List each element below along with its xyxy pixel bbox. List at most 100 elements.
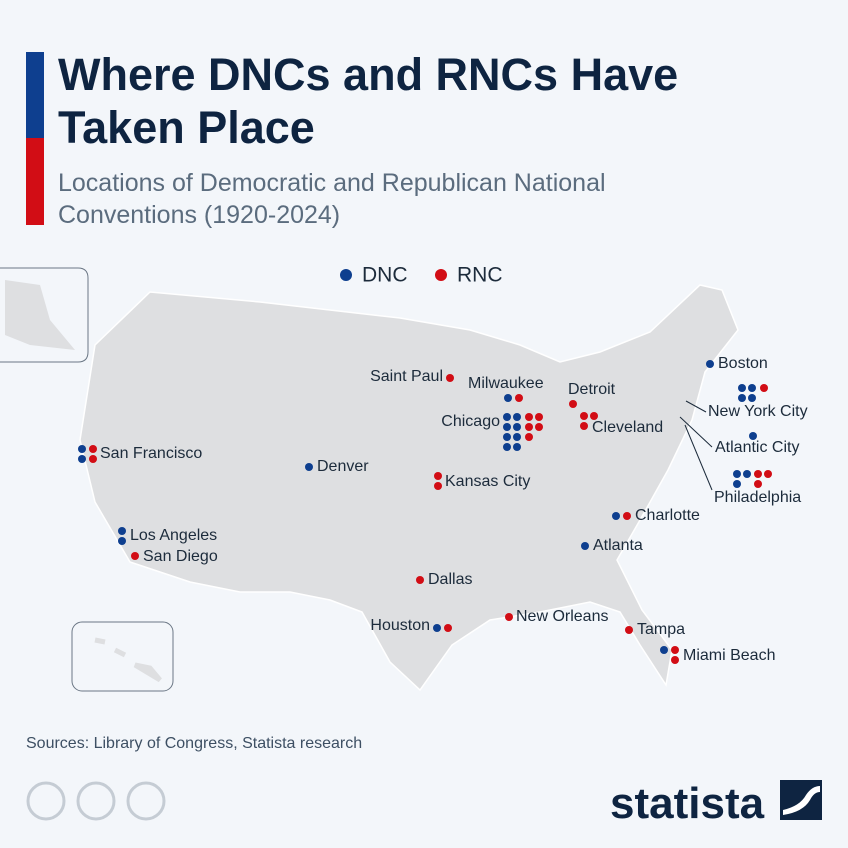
dnc-dot [581,542,589,550]
rnc-dot [89,445,97,453]
dnc-dot [503,423,511,431]
city-label: Cleveland [592,419,663,436]
logo-text: statista [610,779,765,828]
dnc-dot [748,384,756,392]
dnc-dot [513,423,521,431]
rnc-dot [525,433,533,441]
city-label: Miami Beach [683,647,775,664]
hawaii-shape [94,637,162,683]
dnc-dot [513,413,521,421]
leader-line [684,424,713,491]
legend-label: DNC [362,264,408,287]
rnc-dot [580,422,588,430]
dnc-dot [749,432,757,440]
logo-mark [780,780,822,820]
rnc-dot [590,412,598,420]
city-label: Milwaukee [468,375,544,392]
city-label: New York City [708,403,808,420]
rnc-dot [444,624,452,632]
dnc-dot [513,433,521,441]
rnc-dot [525,413,533,421]
rnc-dot [580,412,588,420]
city-label: Detroit [568,381,616,398]
legend-swatch [340,269,352,281]
city-label: San Francisco [100,445,202,462]
dnc-dot [503,413,511,421]
rnc-dot [434,482,442,490]
rnc-dot [434,472,442,480]
cities: Saint Paul Milwaukee Chicago Detroit Clevela… [78,355,808,664]
dnc-dot [513,443,521,451]
dnc-dot [504,394,512,402]
legend: DNC RNC [340,264,503,287]
rnc-dot [625,626,633,634]
subtitle-line-2: Conventions (1920-2024) [58,201,340,229]
rnc-dot [131,552,139,560]
title-line-1: Where DNCs and RNCs Have [58,49,678,100]
city-label: Saint Paul [370,368,443,385]
rnc-dot [505,613,513,621]
dnc-dot [305,463,313,471]
city-label: Dallas [428,571,472,588]
license-icons [26,781,166,821]
city-label: Kansas City [445,473,530,490]
city-label: Los Angeles [130,527,217,544]
city-label: Denver [317,458,369,475]
city-label: Houston [370,617,430,634]
rnc-dot [525,423,533,431]
dnc-dot [660,646,668,654]
dnc-dot [738,384,746,392]
dnc-dot [503,443,511,451]
rnc-dot [623,512,631,520]
city-label: New Orleans [516,608,608,625]
rnc-dot [671,656,679,664]
rnc-dot [754,470,762,478]
accent-bar-blue [26,52,44,138]
alaska-shape [5,280,75,350]
source: Sources: Library of Congress, Statista r… [26,735,362,752]
rnc-dot [535,413,543,421]
dnc-dot [706,360,714,368]
dnc-dot [733,470,741,478]
city-label: Chicago [441,413,500,430]
rnc-dot [89,455,97,463]
alaska-inset [0,267,89,363]
rnc-dot [515,394,523,402]
city-label: Philadelphia [714,489,801,506]
city-label: Charlotte [635,507,700,524]
rnc-dot [446,374,454,382]
dnc-dot [733,480,741,488]
dnc-dot [743,470,751,478]
city-label: Atlantic City [715,439,799,456]
city-label: Boston [718,355,768,372]
dnc-dot [748,394,756,402]
dnc-dot [738,394,746,402]
dnc-dot [78,445,86,453]
leader-line [685,400,707,413]
dnc-dot [433,624,441,632]
rnc-dot [416,576,424,584]
rnc-dot [754,480,762,488]
subtitle-line-1: Locations of Democratic and Republican N… [58,169,606,197]
rnc-dot [760,384,768,392]
city-label: San Diego [143,548,218,565]
rnc-dot [764,470,772,478]
rnc-dot [535,423,543,431]
legend-label: RNC [457,264,503,287]
leader-line [679,416,713,448]
accent-bar-red [26,138,44,225]
dnc-dot [78,455,86,463]
legend-swatch [435,269,447,281]
dnc-dot [612,512,620,520]
dnc-dot [118,537,126,545]
rnc-dot [671,646,679,654]
dnc-dot [503,433,511,441]
rnc-dot [569,400,577,408]
title-line-2: Taken Place [58,102,315,153]
city-label: Tampa [637,621,685,638]
hawaii-inset [71,621,174,692]
dnc-dot [118,527,126,535]
city-label: Atlanta [593,537,643,554]
